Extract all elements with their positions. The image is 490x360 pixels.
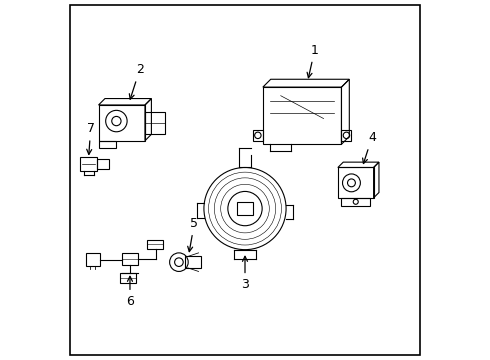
Text: 3: 3 bbox=[241, 256, 249, 291]
Text: 7: 7 bbox=[87, 122, 95, 154]
Text: 1: 1 bbox=[307, 44, 318, 78]
Text: 4: 4 bbox=[363, 131, 376, 163]
Text: 6: 6 bbox=[126, 276, 134, 308]
Text: 2: 2 bbox=[129, 63, 144, 99]
Text: 5: 5 bbox=[188, 217, 198, 252]
